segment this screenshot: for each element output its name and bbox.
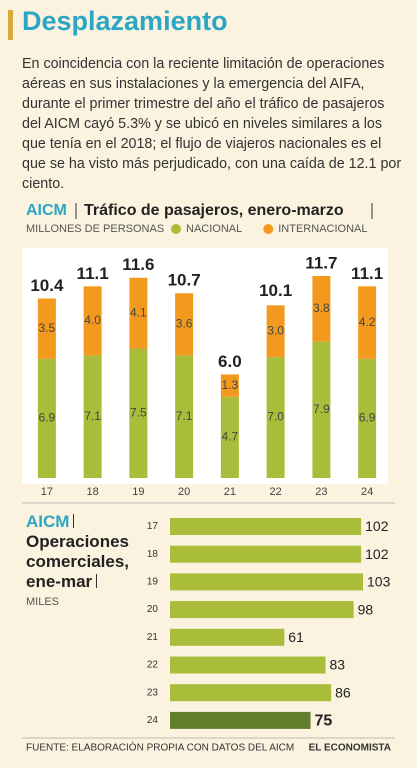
value-label: 3.0 — [267, 323, 284, 337]
value-label: 3.5 — [39, 321, 56, 335]
value-label: 4.0 — [84, 313, 101, 327]
total-label: 11.1 — [77, 264, 109, 283]
total-label: 10.4 — [30, 276, 64, 295]
total-label: 10.1 — [259, 281, 292, 300]
legend-label: NACIONAL — [186, 223, 242, 235]
chart-title: AICM — [26, 512, 70, 531]
value-label: 7.5 — [130, 405, 147, 419]
bar — [170, 684, 332, 702]
bar-segment — [83, 286, 102, 356]
body-text: En coincidencia con la reciente limitaci… — [22, 56, 402, 192]
logo: EL ECONOMISTA — [309, 743, 391, 754]
x-tick-label: 22 — [270, 486, 282, 498]
chart-subtitle: Operaciones comerciales, ene-mar — [26, 532, 130, 591]
value-label: 3.8 — [313, 301, 330, 315]
y-tick-label: 19 — [147, 577, 159, 588]
bar-segment — [220, 396, 239, 478]
value-label: 102 — [365, 518, 389, 534]
value-label: 3.6 — [176, 317, 193, 331]
y-tick-label: 22 — [147, 660, 159, 671]
value-label: 1.3 — [222, 378, 239, 392]
value-label: 61 — [288, 629, 304, 645]
total-label: 6.0 — [218, 352, 242, 371]
value-label: 75 — [315, 713, 333, 730]
value-label: 7.9 — [313, 402, 330, 416]
x-tick-label: 24 — [361, 486, 373, 498]
bar-segment — [358, 286, 377, 359]
value-label: 7.1 — [176, 409, 193, 423]
bar — [170, 628, 285, 646]
total-label: 11.7 — [305, 253, 337, 272]
bar-segment — [175, 355, 194, 478]
bar — [170, 601, 354, 619]
legend-label: INTERNACIONAL — [278, 223, 367, 235]
x-tick-label: 18 — [87, 486, 99, 498]
bar-segment — [312, 276, 331, 342]
x-tick-label: 19 — [132, 486, 144, 498]
chart-title: AICM — [26, 202, 67, 219]
bar-segment — [37, 298, 56, 359]
bar-segment — [37, 358, 56, 478]
value-label: 4.2 — [359, 315, 376, 329]
y-tick-label: 23 — [147, 687, 159, 698]
value-label: 103 — [367, 574, 391, 590]
source: FUENTE: ELABORACIÓN PROPIA CON DATOS DEL… — [26, 741, 294, 754]
value-label: 6.9 — [39, 411, 56, 425]
units-label: MILES — [26, 596, 60, 608]
units-label: MILLONES DE PERSONAS — [26, 223, 164, 235]
value-label: 7.1 — [84, 409, 101, 423]
value-label: 6.9 — [359, 411, 376, 425]
y-tick-label: 18 — [147, 549, 159, 560]
separator — [96, 574, 98, 588]
bar-segment — [220, 374, 239, 397]
chart-panel — [22, 248, 388, 484]
value-label: 102 — [365, 546, 389, 562]
legend-swatch — [171, 224, 181, 234]
value-label: 86 — [335, 684, 351, 700]
bar — [170, 573, 363, 591]
bar — [170, 518, 362, 535]
x-tick-label: 21 — [224, 486, 236, 498]
bar-segment — [129, 348, 148, 478]
bar-segment — [358, 358, 377, 478]
chart-subtitle: Tráfico de pasajeros, enero-marzo — [84, 202, 344, 219]
page-title: Desplazamiento — [22, 6, 228, 36]
y-tick-label: 21 — [147, 632, 159, 643]
bar — [170, 711, 311, 729]
total-label: 10.7 — [168, 271, 201, 290]
bar-segment — [129, 277, 148, 349]
bar — [170, 545, 362, 563]
value-label: 83 — [330, 657, 346, 673]
chart-title-block: AICM Operaciones comerciales, ene-mar MI… — [26, 512, 146, 608]
legend-swatch — [263, 224, 274, 234]
x-tick-label: 20 — [178, 486, 190, 498]
value-label: 98 — [358, 601, 374, 617]
separator — [73, 514, 75, 528]
total-label: 11.6 — [122, 255, 154, 274]
total-label: 11.1 — [351, 264, 383, 283]
y-tick-label: 24 — [147, 715, 159, 726]
y-tick-label: 17 — [147, 521, 159, 532]
bar-segment — [175, 293, 194, 356]
bar — [170, 656, 326, 674]
x-tick-label: 23 — [315, 486, 327, 498]
value-label: 4.7 — [222, 430, 239, 444]
accent-bar — [8, 10, 13, 40]
y-tick-label: 20 — [147, 604, 159, 615]
x-tick-label: 17 — [41, 486, 53, 498]
value-label: 7.0 — [267, 410, 284, 424]
bar-segment — [266, 357, 285, 478]
bar-segment — [266, 305, 285, 358]
bar-segment — [83, 355, 102, 478]
value-label: 4.1 — [130, 305, 147, 319]
bar-segment — [312, 341, 331, 478]
